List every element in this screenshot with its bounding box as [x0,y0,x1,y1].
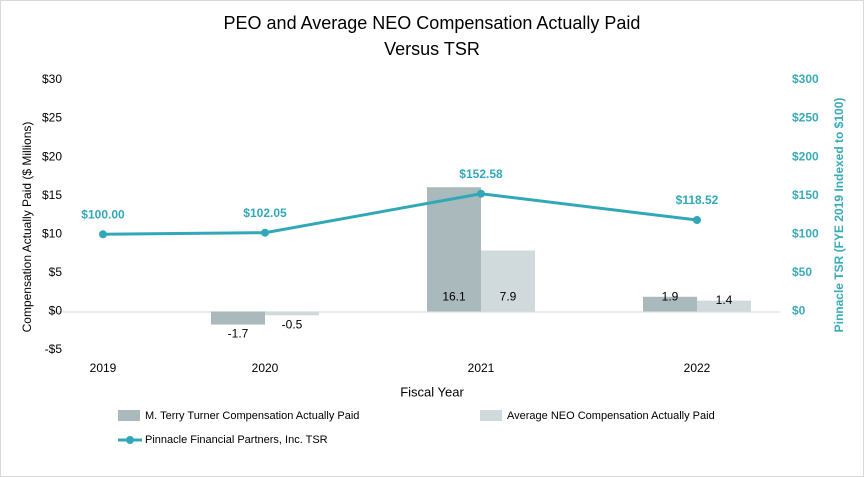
y-tick-label: $30 [42,72,62,86]
line-point [477,189,485,198]
data-label: 1.9 [662,290,679,304]
y-tick-label: $0 [49,304,63,318]
data-label: 16.1 [442,290,466,304]
bar [265,311,319,316]
data-label: $118.52 [676,193,719,207]
x-tick-label: 2021 [468,361,495,375]
legend-label: Pinnacle Financial Partners, Inc. TSR [145,434,328,446]
line-point [99,230,107,239]
legend-swatch [118,410,140,421]
data-label: $100.00 [81,207,125,221]
y2-axis-title: Pinnacle TSR (FYE 2019 Indexed to $100) [832,98,846,333]
legend-label: Average NEO Compensation Actually Paid [507,410,715,422]
y-tick-label: $5 [49,265,63,279]
bar [427,187,481,312]
y2-tick-label: $200 [792,149,819,163]
line-point [261,228,269,237]
y2-tick-label: $150 [792,188,819,202]
y2-tick-label: $250 [792,111,819,125]
data-label: -1.7 [228,327,249,341]
y-tick-label: $10 [42,226,62,240]
data-label: $152.58 [459,167,503,181]
y-tick-label: $15 [42,188,62,202]
chart-title: Versus TSR [384,39,480,59]
x-tick-label: 2019 [90,361,117,375]
x-tick-label: 2020 [252,361,279,375]
bar [481,250,535,312]
legend-swatch [480,410,502,421]
y-tick-label: $25 [42,111,62,125]
y2-tick-label: $300 [792,72,819,86]
y2-tick-label: $50 [792,265,812,279]
legend-swatch [126,436,134,444]
y-axis-title: Compensation Actually Paid ($ Millions) [20,122,34,333]
data-label: $102.05 [243,206,287,220]
x-tick-label: 2022 [684,361,711,375]
chart-title: PEO and Average NEO Compensation Actuall… [224,13,641,33]
y2-tick-label: $100 [792,226,819,240]
y-tick-label: $20 [42,149,62,163]
line [102,192,698,236]
x-axis-title: Fiscal Year [400,384,464,399]
bar [697,300,751,312]
line-point [693,215,701,224]
y2-tick-label: $0 [792,304,806,318]
bar [211,311,265,325]
y-tick-label: -$5 [45,342,63,356]
data-label: 7.9 [500,290,517,304]
data-label: 1.4 [716,293,733,307]
legend-label: M. Terry Turner Compensation Actually Pa… [145,410,359,422]
bar [643,296,697,312]
data-label: -0.5 [282,317,303,331]
